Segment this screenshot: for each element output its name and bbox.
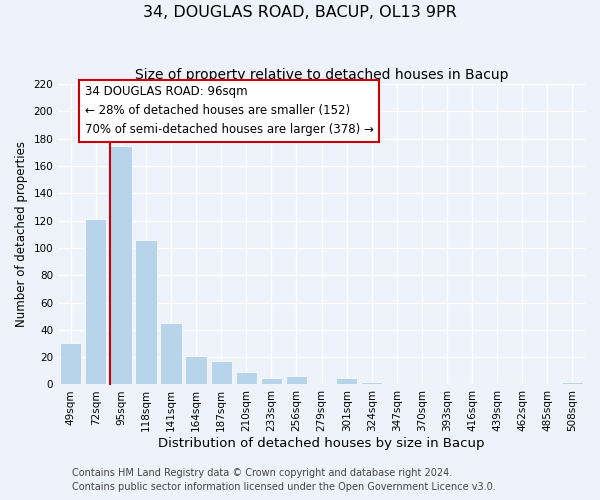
Bar [160,323,182,384]
Bar [286,376,307,384]
Bar [60,344,82,384]
Bar [136,240,157,384]
Text: 34, DOUGLAS ROAD, BACUP, OL13 9PR: 34, DOUGLAS ROAD, BACUP, OL13 9PR [143,5,457,20]
Bar [261,378,282,384]
Bar [185,356,207,384]
X-axis label: Distribution of detached houses by size in Bacup: Distribution of detached houses by size … [158,437,485,450]
Bar [110,146,131,384]
Bar [361,382,382,384]
Bar [211,361,232,384]
Y-axis label: Number of detached properties: Number of detached properties [15,142,28,328]
Title: Size of property relative to detached houses in Bacup: Size of property relative to detached ho… [135,68,508,82]
Bar [236,372,257,384]
Text: Contains HM Land Registry data © Crown copyright and database right 2024.
Contai: Contains HM Land Registry data © Crown c… [72,468,496,492]
Bar [336,378,358,384]
Text: 34 DOUGLAS ROAD: 96sqm
← 28% of detached houses are smaller (152)
70% of semi-de: 34 DOUGLAS ROAD: 96sqm ← 28% of detached… [85,86,373,136]
Bar [562,382,583,384]
Bar [85,219,106,384]
